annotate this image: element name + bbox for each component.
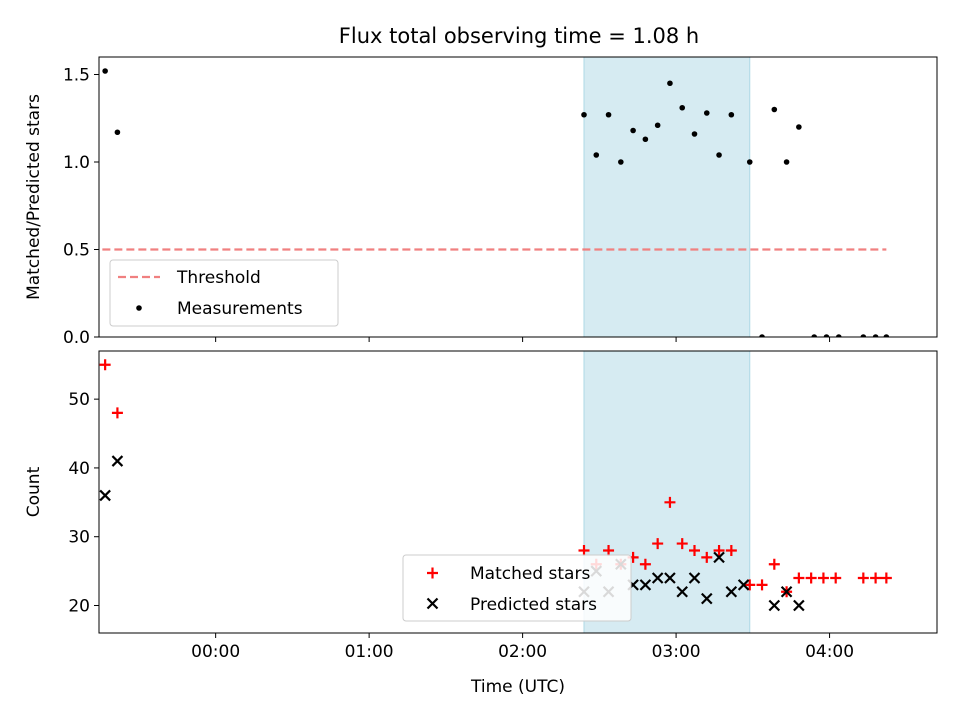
predicted-star-point (793, 599, 805, 612)
matched-star-point (652, 538, 664, 550)
measurement-point (630, 127, 636, 134)
y-tick-label: 30 (68, 528, 90, 548)
matched-star-point (768, 558, 780, 570)
matched-star-point (99, 359, 111, 371)
predicted-star-point (701, 592, 713, 605)
y-tick-label: 0.0 (63, 328, 90, 348)
legend-matched-label: Matched stars (470, 564, 590, 584)
predicted-star-point (651, 572, 664, 584)
measurement-point (728, 111, 735, 118)
y-tick-label: 0.5 (63, 241, 90, 261)
legend-matched-swatch (427, 567, 438, 579)
x-tick-label: 02:00 (498, 642, 547, 662)
legend-measurement-swatch (136, 305, 142, 311)
matched-star-point (756, 579, 768, 591)
matched-star-point (603, 544, 615, 556)
matched-star-point (870, 572, 882, 584)
measurement-point (581, 111, 587, 118)
matched-star-point (744, 579, 756, 591)
measurement-point (759, 334, 765, 337)
x-axis-label: Time (UTC) (470, 677, 565, 697)
measurement-point (618, 159, 624, 165)
predicted-star-point (676, 585, 689, 598)
y-axis-label: Matched/Predicted stars (24, 94, 44, 300)
predicted-star-point (111, 455, 124, 467)
predicted-star-point (688, 572, 701, 584)
matched-star-point (817, 572, 829, 584)
predicted-star-point (780, 585, 793, 598)
y-tick-label: 40 (68, 459, 90, 479)
matched-star-point (701, 551, 713, 563)
measurement-point (667, 80, 673, 87)
measurement-point (796, 124, 802, 130)
y-tick-label: 1.0 (63, 153, 90, 173)
measurement-point (703, 110, 710, 116)
legend: Matched stars Predicted stars (402, 554, 632, 622)
measurement-point (102, 68, 108, 74)
y-tick-label: 20 (68, 596, 90, 616)
top-panel: 0.0 0.5 1.0 1.5 Matched/Predicted stars Thres… (24, 56, 938, 348)
y-tick-label: 50 (68, 390, 90, 410)
legend-measurement-label: Measurements (177, 299, 303, 319)
measurement-point (860, 334, 867, 337)
legend-threshold-label: Threshold (176, 268, 261, 288)
measurement-point (746, 159, 753, 165)
predicted-star-point (664, 572, 676, 584)
legend-predicted-label: Predicted stars (470, 595, 597, 615)
matched-star-point (639, 558, 651, 570)
measurement-point (835, 334, 842, 337)
measurement-point (716, 152, 722, 158)
chart-title: Flux total observing time = 1.08 h (339, 24, 699, 48)
matched-star-point (664, 496, 676, 508)
predicted-star-point (713, 551, 725, 564)
x-tick-label: 01:00 (345, 642, 394, 662)
measurement-point (593, 152, 600, 158)
legend-box (402, 554, 632, 622)
axes-frame (98, 56, 938, 338)
plot-area (99, 68, 890, 337)
measurement-point (679, 104, 686, 111)
legend-predicted-swatch (426, 597, 439, 610)
matched-star-point (111, 407, 123, 419)
measurement-point (605, 111, 612, 118)
measurement-point (691, 131, 698, 137)
matched-star-point (880, 572, 892, 584)
matched-star-point (689, 544, 701, 556)
bottom-panel: 00:00 01:00 02:00 03:00 04:00 20 30 40 50 Count Ti… (24, 350, 938, 697)
y-axis-label: Count (24, 466, 44, 517)
predicted-star-point (639, 579, 652, 591)
matched-star-point (830, 572, 842, 584)
predicted-star-point (737, 579, 750, 591)
matched-star-point (578, 544, 590, 556)
matched-star-point (725, 544, 737, 556)
x-tick-label: 04:00 (805, 642, 854, 662)
predicted-star-point (725, 585, 738, 598)
measurement-point (654, 122, 661, 129)
matched-star-point (793, 572, 805, 584)
x-tick-label: 03:00 (652, 642, 701, 662)
matched-star-point (713, 544, 725, 556)
matched-star-point (676, 538, 688, 550)
legend: Threshold Measurements (109, 259, 339, 327)
predicted-star-point (768, 599, 781, 612)
axes-frame (98, 350, 938, 634)
measurement-point (811, 334, 818, 337)
shaded-interval (583, 56, 751, 338)
measurement-point (883, 334, 890, 337)
measurement-point (642, 136, 649, 143)
legend-box (109, 259, 339, 327)
matched-star-point (857, 572, 869, 584)
predicted-star-point (99, 489, 111, 502)
y-tick-label: 1.5 (63, 66, 90, 86)
measurement-point (872, 334, 879, 337)
measurement-point (783, 159, 790, 165)
matched-star-point (805, 572, 817, 584)
x-tick-label: 00:00 (191, 642, 240, 662)
measurement-point (823, 334, 830, 337)
measurement-point (114, 129, 121, 136)
measurement-point (771, 106, 778, 113)
